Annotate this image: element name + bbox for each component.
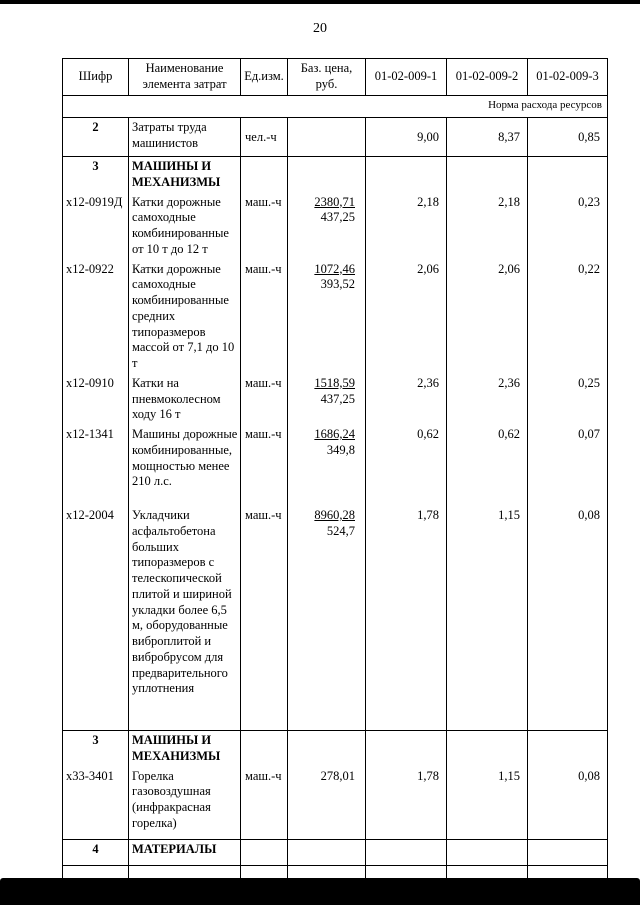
section-header-row: 3 МАШИНЫ И МЕХАНИЗМЫ: [63, 731, 607, 767]
section-header-row: 4 МАТЕРИАЛЫ: [63, 838, 607, 865]
row-name: Машины дорожные комбинированные, мощност…: [128, 425, 240, 506]
scan-artifact-bottom: [0, 878, 640, 905]
row-value-3: 0,07: [527, 425, 607, 506]
row-value-2: 1,15: [446, 506, 527, 730]
table-row: х33-3401 Горелка газовоздушная (инфракра…: [63, 766, 607, 839]
row-value-3: 0,23: [527, 192, 607, 260]
row-unit: маш.-ч: [240, 373, 287, 425]
row-unit: маш.-ч: [240, 259, 287, 374]
row-base-price: 8960,28 524,7: [287, 506, 365, 730]
header-code: Шифр: [78, 69, 113, 84]
header-unit: Ед.изм.: [240, 59, 287, 95]
base-price-numerator: 2380,71: [314, 194, 355, 209]
row-unit: чел.-ч: [240, 118, 287, 156]
row-value-2: 2,36: [446, 373, 527, 425]
row-base-price: 2380,71 437,25: [287, 192, 365, 260]
row-value-3: 0,85: [527, 118, 607, 156]
row-value-1: 2,18: [365, 192, 446, 260]
base-price-denominator: 437,25: [320, 391, 355, 406]
section-header-row: 3 МАШИНЫ И МЕХАНИЗМЫ: [63, 157, 607, 193]
row-value-1: 1,78: [365, 506, 446, 730]
row-value-2: 8,37: [446, 118, 527, 156]
row-name: Катки дорожные самоходные комбинированны…: [128, 259, 240, 374]
header-name: Наименование элемента затрат: [128, 59, 240, 95]
page-number: 20: [313, 21, 327, 36]
row-code: х12-1341: [66, 427, 114, 441]
row-code: х12-0919Д: [66, 194, 123, 209]
table-row: х12-0910 Катки на пневмоколесном ходу 16…: [63, 373, 607, 425]
table-row: х12-0922 Катки дорожные самоходные комби…: [63, 259, 607, 374]
base-price-denominator: 437,25: [320, 210, 355, 225]
row-value-2: 1,15: [446, 766, 527, 839]
row-value-1: 2,36: [365, 373, 446, 425]
row-base-price: [287, 118, 365, 156]
row-value-3: 0,08: [527, 766, 607, 839]
row-code: х33-3401: [66, 768, 114, 783]
section-machines-2: 3 МАШИНЫ И МЕХАНИЗМЫ х33-3401 Горелка га…: [63, 730, 607, 839]
row-base-price: 1518,59 437,25: [287, 373, 365, 425]
cost-norms-table: Шифр Наименование элемента затрат Ед.изм…: [62, 58, 608, 893]
base-price-numerator: 278,01: [320, 768, 355, 783]
row-base-price: 278,01: [287, 766, 365, 839]
base-price-numerator: 1686,24: [314, 427, 355, 441]
header-norm-1: 01-02-009-1: [365, 59, 446, 95]
base-price-denominator: 524,7: [326, 523, 355, 538]
row-value-1: 9,00: [365, 118, 446, 156]
table-row: х12-2004 Укладчики асфальтобетона больши…: [63, 506, 607, 730]
row-unit: маш.-ч: [240, 192, 287, 260]
base-price-denominator: 349,8: [326, 442, 355, 457]
scan-artifact-top: [0, 0, 640, 4]
subheader-row: Норма расхода ресурсов: [63, 95, 607, 117]
row-base-price: 1072,46 393,52: [287, 259, 365, 374]
section-code: 3: [92, 159, 99, 173]
section-title: МАШИНЫ И МЕХАНИЗМЫ: [128, 157, 240, 193]
base-price-numerator: 1072,46: [314, 261, 355, 276]
table-row: х12-0919Д Катки дорожные самоходные комб…: [63, 192, 607, 260]
row-value-1: 2,06: [365, 259, 446, 374]
base-price-denominator: 393,52: [320, 277, 355, 292]
section-code: 4: [92, 841, 99, 856]
section-title: МАТЕРИАЛЫ: [128, 839, 240, 865]
row-value-2: 2,18: [446, 192, 527, 260]
table-row: х12-1341 Машины дорожные комбинированные…: [63, 425, 607, 506]
table-header-row: Шифр Наименование элемента затрат Ед.изм…: [63, 59, 607, 95]
row-value-2: 0,62: [446, 425, 527, 506]
section-code: 3: [92, 733, 99, 747]
row-unit: маш.-ч: [240, 506, 287, 730]
row-code: х12-0910: [66, 375, 114, 390]
row-unit: маш.-ч: [240, 425, 287, 506]
header-norm-2: 01-02-009-2: [446, 59, 527, 95]
row-value-1: 0,62: [365, 425, 446, 506]
base-price-numerator: 8960,28: [314, 508, 355, 522]
row-name: Катки дорожные самоходные комбинированны…: [128, 192, 240, 260]
row-base-price: 1686,24 349,8: [287, 425, 365, 506]
row-value-1: 1,78: [365, 766, 446, 839]
table-row: 2 Затраты труда машинистов чел.-ч 9,00 8…: [63, 117, 607, 156]
row-code: х12-0922: [66, 261, 114, 276]
row-unit: маш.-ч: [240, 766, 287, 839]
row-name: Горелка газовоздушная (инфракрасная горе…: [128, 766, 240, 839]
row-name: Затраты труда машинистов: [128, 118, 240, 156]
header-norm-3: 01-02-009-3: [527, 59, 607, 95]
header-base-price: Баз. цена, руб.: [287, 59, 365, 95]
section-machines-1: 3 МАШИНЫ И МЕХАНИЗМЫ х12-0919Д Катки дор…: [63, 156, 607, 730]
row-value-3: 0,08: [527, 506, 607, 730]
row-value-3: 0,22: [527, 259, 607, 374]
section-title: МАШИНЫ И МЕХАНИЗМЫ: [128, 731, 240, 767]
row-code: 2: [92, 120, 99, 134]
row-value-2: 2,06: [446, 259, 527, 374]
subheader-label: Норма расхода ресурсов: [488, 99, 602, 111]
base-price-numerator: 1518,59: [314, 375, 355, 390]
row-name: Катки на пневмоколесном ходу 16 т: [128, 373, 240, 425]
row-name: Укладчики асфальтобетона больших типораз…: [128, 506, 240, 730]
row-code: х12-2004: [66, 508, 114, 522]
row-value-3: 0,25: [527, 373, 607, 425]
